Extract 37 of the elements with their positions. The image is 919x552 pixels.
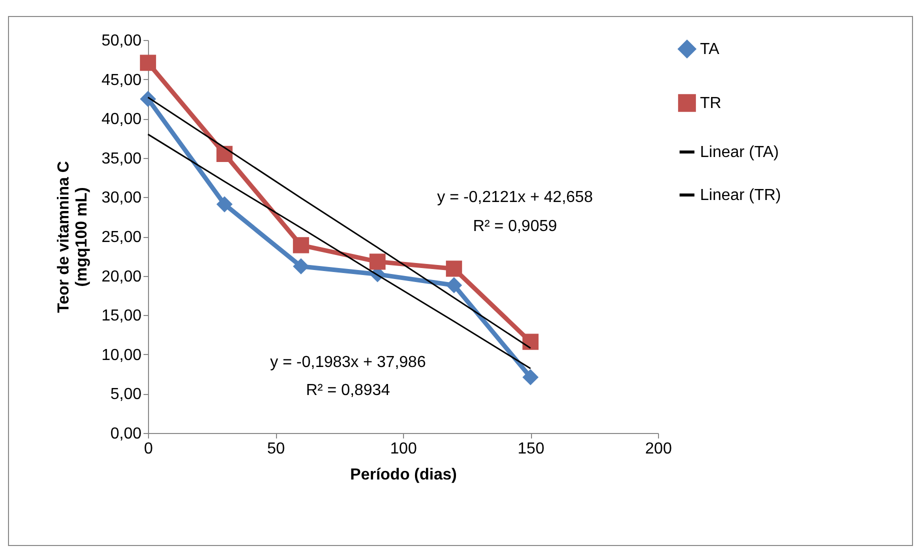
point [446,260,462,277]
annotation: R² = 0,8934 [306,382,390,399]
y-tick-label: 45,00 [101,72,142,89]
point [140,90,156,108]
y-tick-label: 35,00 [101,150,142,168]
x-tick-label: 50 [267,440,285,458]
y-tick-label: 50,00 [101,32,142,50]
legend-label: Linear (TA) [700,144,779,161]
annotation: y = -0,2121x + 42,658 [437,189,593,206]
x-tick-label: 150 [518,440,544,458]
y-tick-label: 0,00 [110,426,142,442]
point [216,196,233,212]
point [522,369,539,386]
legend-label: Linear (TR) [700,187,781,204]
point [446,277,462,294]
y-tick-label: 20,00 [101,268,142,286]
x-tick-label: 100 [390,440,417,458]
point [522,334,539,350]
annotation: y = -0,1983x + 37,986 [270,354,426,371]
legend-label: TR [700,95,722,112]
x-tick-label: 0 [144,440,154,458]
legend-label: TA [700,41,720,58]
y-tick-label: 5,00 [110,386,142,404]
annotation: R² = 0,9059 [472,218,558,235]
point [216,146,233,162]
point [369,254,386,270]
y-tick-label: 30,00 [101,190,142,207]
y-tick-label: 40,00 [101,111,142,128]
x-axis-title: Período (dias) [350,466,457,484]
point [292,258,310,274]
y-tick-label: 15,00 [101,308,142,325]
point [140,54,156,71]
point [292,237,310,254]
y-axis-title: Teor de vitamnina C (mgq100 mL) [55,160,90,313]
y-tick-label: 25,00 [101,229,142,246]
y-tick-label: 10,00 [101,346,142,364]
x-tick-label: 200 [645,440,672,458]
